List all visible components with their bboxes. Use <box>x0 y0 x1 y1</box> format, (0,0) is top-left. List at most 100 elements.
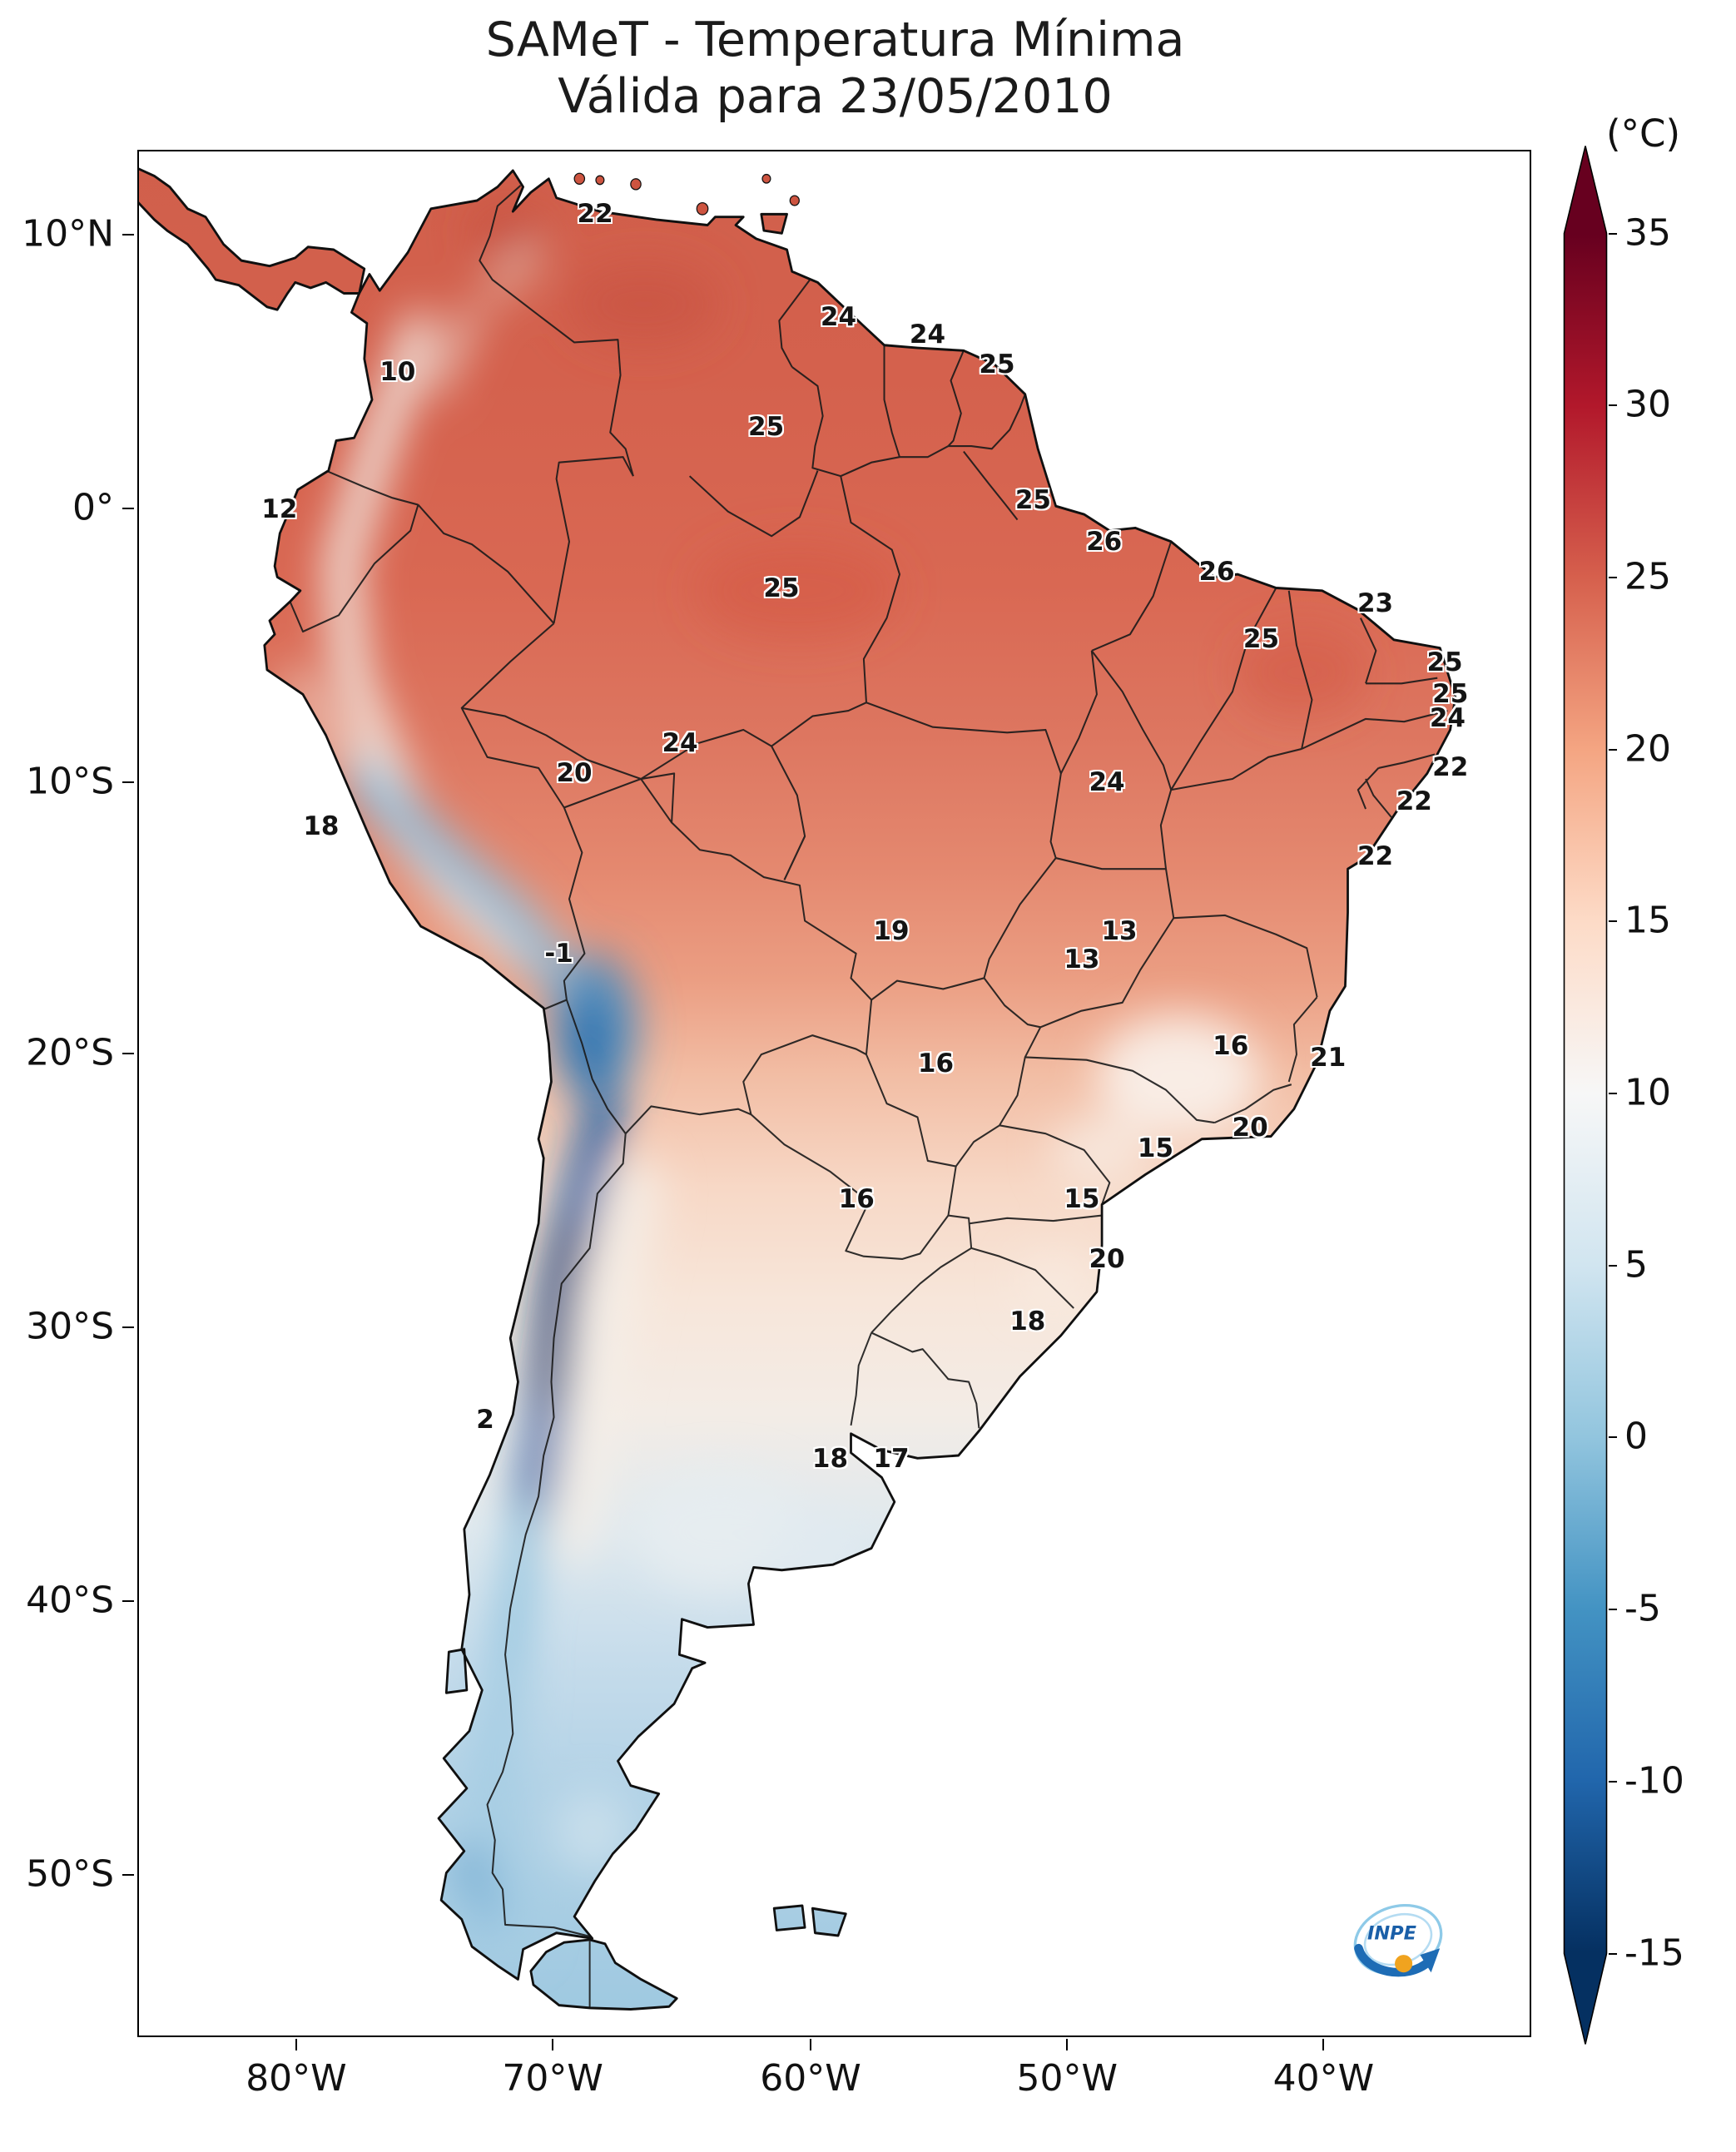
temp-label: 15 <box>1137 1133 1174 1163</box>
colorbar-tick-label: 5 <box>1624 1243 1648 1287</box>
coastlines <box>139 167 1457 2011</box>
title-line-2: Válida para 23/05/2010 <box>558 69 1113 124</box>
plot-title: SAMeT - Temperatura Mínima Válida para 2… <box>138 12 1532 125</box>
temp-label: 17 <box>873 1444 910 1475</box>
colorbar-tick-label: 0 <box>1624 1415 1648 1458</box>
y-tick-mark <box>122 1600 134 1603</box>
logo-arrow <box>1354 1943 1434 1977</box>
temp-label: 22 <box>577 198 613 229</box>
x-axis: 80°W 70°W 60°W 50°W 40°W <box>137 2039 1531 2130</box>
temp-label: 26 <box>1086 526 1123 557</box>
x-tick-label: 70°W <box>502 2057 603 2100</box>
y-tick-label: 10°S <box>26 760 114 803</box>
y-tick-mark <box>122 1053 134 1055</box>
temp-label: 13 <box>1064 945 1100 975</box>
y-tick-mark <box>122 234 134 236</box>
colorbar: 35 30 25 20 15 10 5 0 -5 -10 -15 <box>1563 145 1684 2045</box>
colorbar-tick-mark <box>1609 1609 1617 1611</box>
colorbar-tick-mark <box>1609 920 1617 923</box>
y-tick-label: 40°S <box>26 1579 114 1622</box>
political-borders <box>289 185 1448 2008</box>
y-tick-label: 10°N <box>22 212 114 255</box>
x-tick-label: 60°W <box>760 2057 861 2100</box>
caribbean-islands <box>573 172 800 216</box>
temp-label: 16 <box>838 1183 875 1214</box>
y-tick-label: 20°S <box>26 1031 114 1074</box>
x-tick-mark <box>810 2039 812 2050</box>
x-tick-label: 50°W <box>1016 2057 1118 2100</box>
temp-label: 19 <box>873 916 910 947</box>
y-axis: 10°N 0° 10°S 20°S 30°S 40°S 50°S <box>0 150 136 2037</box>
y-tick-mark <box>122 507 134 509</box>
y-tick-label: 30°S <box>26 1305 114 1348</box>
logo-arrow-head <box>1420 1948 1441 1973</box>
temp-label: 20 <box>1232 1112 1268 1143</box>
colorbar-tick-label: -10 <box>1624 1759 1684 1802</box>
colorbar-tick-label: 15 <box>1624 899 1671 942</box>
map-frame: 22 24 24 25 10 25 12 25 26 26 23 25 25 25 25 24 24 20 24 22… <box>137 150 1531 2037</box>
temp-label: 25 <box>763 573 800 604</box>
temp-label: 25 <box>748 411 785 442</box>
temp-label: 25 <box>1242 624 1280 655</box>
temp-label: 13 <box>1101 916 1138 947</box>
colorbar-tick-label: -5 <box>1624 1587 1661 1630</box>
temp-label: 25 <box>1426 647 1463 677</box>
temp-label: 12 <box>261 494 298 525</box>
colorbar-tick-mark <box>1609 1780 1617 1783</box>
colorbar-tick-label: 20 <box>1624 727 1671 771</box>
y-tick-mark <box>122 1873 134 1876</box>
temp-label: 26 <box>1198 556 1235 587</box>
temp-label: -1 <box>544 939 573 969</box>
temp-label: 10 <box>379 356 416 387</box>
temp-label: 18 <box>303 811 340 841</box>
temp-label: 25 <box>1014 484 1052 515</box>
colorbar-tick-label: -15 <box>1624 1931 1684 1974</box>
colorbar-tick-label: 25 <box>1624 555 1671 598</box>
title-line-1: SAMeT - Temperatura Mínima <box>485 12 1185 67</box>
temp-label: 20 <box>556 758 593 789</box>
y-tick-label: 50°S <box>26 1852 114 1896</box>
colorbar-tick-mark <box>1609 748 1617 751</box>
temp-label: 24 <box>662 727 698 758</box>
x-tick-label: 40°W <box>1272 2057 1375 2100</box>
temp-label: 24 <box>820 302 857 333</box>
temp-labels: 22 24 24 25 10 25 12 25 26 26 23 25 25 25 25 24 24 20 24 22… <box>139 151 1530 2035</box>
temp-label: 24 <box>1089 767 1125 798</box>
temp-label: 21 <box>1310 1042 1347 1073</box>
y-tick-mark <box>122 1326 134 1329</box>
temp-label: 22 <box>1432 752 1469 783</box>
inpe-logo: INPE <box>1343 1882 1453 1992</box>
temp-label: 24 <box>909 319 946 350</box>
x-tick-mark <box>552 2039 554 2050</box>
x-tick-mark <box>295 2039 297 2050</box>
temp-label: 22 <box>1357 840 1394 871</box>
temp-label: 22 <box>1396 786 1432 817</box>
temp-label: 18 <box>1009 1306 1046 1336</box>
y-tick-mark <box>122 781 134 783</box>
temp-label: 25 <box>979 349 1015 379</box>
colorbar-tick-label: 10 <box>1624 1071 1671 1114</box>
south-america-map <box>139 167 1457 2011</box>
colorbar-tick-mark <box>1609 576 1617 578</box>
colorbar-tick-label: 30 <box>1624 383 1671 426</box>
temp-label: 16 <box>1213 1031 1249 1062</box>
inpe-logo-text: INPE <box>1367 1923 1417 1945</box>
temp-label: 20 <box>1089 1244 1125 1275</box>
temp-label: 23 <box>1357 588 1394 619</box>
temp-label: 15 <box>1064 1183 1100 1214</box>
colorbar-tick-mark <box>1609 232 1617 235</box>
temp-label: 25 <box>1432 679 1469 710</box>
y-tick-label: 0° <box>72 486 114 529</box>
x-tick-label: 80°W <box>246 2057 347 2100</box>
colorbar-tick-label: 35 <box>1624 211 1671 254</box>
colorbar-tick-mark <box>1609 1436 1617 1439</box>
colorbar-tick-mark <box>1609 1264 1617 1267</box>
temp-label: 2 <box>476 1404 494 1435</box>
colorbar-tick-mark <box>1609 404 1617 407</box>
temp-label: 16 <box>917 1048 955 1078</box>
logo-globe <box>1395 1955 1413 1973</box>
colorbar-tick-mark <box>1609 1093 1617 1094</box>
colorbar-tick-mark <box>1609 1952 1617 1955</box>
colorbar-gradient <box>1563 146 1608 2045</box>
